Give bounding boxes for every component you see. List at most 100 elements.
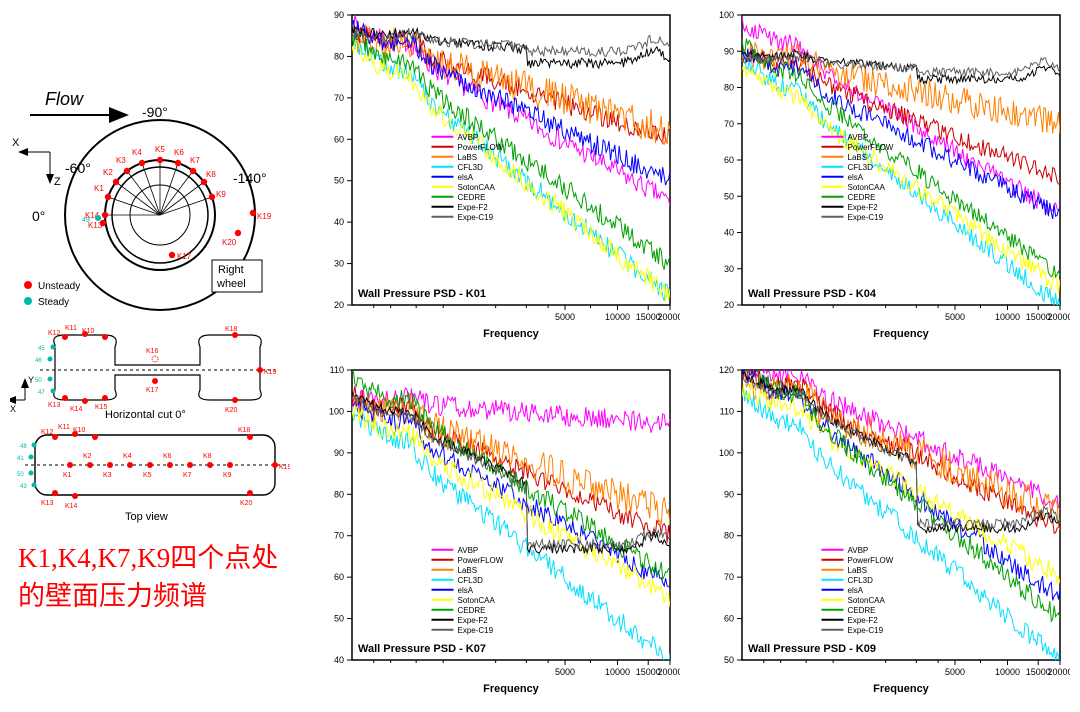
- svg-text:20000: 20000: [1047, 667, 1070, 677]
- svg-text:PowerFLOW: PowerFLOW: [458, 556, 504, 565]
- svg-text:70: 70: [334, 531, 344, 541]
- yx-axes: Y X: [10, 375, 34, 414]
- svg-text:K8: K8: [206, 170, 216, 179]
- svg-text:Frequency: Frequency: [483, 328, 540, 340]
- panel-k04: 20304050607080901005000100001500020000Fr…: [700, 5, 1070, 345]
- svg-text:K3: K3: [116, 156, 126, 165]
- svg-text:60: 60: [334, 572, 344, 582]
- chinese-caption: K1,K4,K7,K9四个点处的壁面压力频谱: [18, 540, 298, 616]
- unsteady-label: Unsteady: [38, 281, 80, 292]
- svg-text:K11: K11: [58, 424, 70, 431]
- svg-text:10000: 10000: [605, 667, 630, 677]
- svg-text:CEDRE: CEDRE: [458, 606, 486, 615]
- svg-text:Wall Pressure PSD - K09: Wall Pressure PSD - K09: [748, 643, 876, 655]
- svg-text:K6: K6: [174, 148, 184, 157]
- svg-text:LaBS: LaBS: [458, 566, 478, 575]
- svg-text:K9: K9: [223, 472, 232, 479]
- svg-text:40: 40: [334, 217, 344, 227]
- svg-text:100: 100: [329, 406, 344, 416]
- hcut-body: K10 K11 K12 K13 K14 K15 K16 K17 K18 K19 …: [35, 325, 277, 414]
- svg-text:60: 60: [724, 614, 734, 624]
- wheel-ring-diagram: Flow X Z: [10, 80, 290, 320]
- svg-text:5000: 5000: [555, 312, 575, 322]
- chart-grid: 20304050607080905000100001500020000Frequ…: [300, 0, 1080, 712]
- svg-text:80: 80: [334, 489, 344, 499]
- top-k-points: K10 K11 K12 K18 K1 K2 K3 K4 K5 K6 K7 K8 …: [41, 424, 290, 510]
- svg-text:Expe-C19: Expe-C19: [458, 213, 494, 222]
- svg-text:43: 43: [20, 484, 27, 490]
- horizontal-cut-label: Horizontal cut 0°: [105, 409, 186, 420]
- svg-text:SotonCAA: SotonCAA: [848, 183, 886, 192]
- svg-text:80: 80: [724, 83, 734, 93]
- svg-text:SotonCAA: SotonCAA: [458, 183, 496, 192]
- svg-text:K13: K13: [48, 402, 61, 409]
- svg-text:5000: 5000: [555, 667, 575, 677]
- svg-text:K19: K19: [257, 212, 272, 221]
- svg-text:AVBP: AVBP: [848, 133, 869, 142]
- svg-text:wheel: wheel: [216, 278, 246, 290]
- svg-text:70: 70: [334, 93, 344, 103]
- svg-text:K11: K11: [65, 325, 77, 332]
- svg-text:K18: K18: [225, 326, 238, 333]
- svg-text:X: X: [10, 404, 16, 414]
- svg-text:K12: K12: [41, 429, 54, 436]
- svg-text:70: 70: [724, 572, 734, 582]
- svg-text:K18: K18: [238, 427, 251, 434]
- svg-text:Frequency: Frequency: [483, 683, 540, 695]
- svg-text:K6: K6: [163, 453, 172, 460]
- svg-text:Frequency: Frequency: [873, 328, 930, 340]
- svg-text:120: 120: [719, 365, 734, 375]
- svg-text:LaBS: LaBS: [848, 153, 868, 162]
- svg-text:CFL3D: CFL3D: [458, 163, 484, 172]
- svg-text:20: 20: [724, 300, 734, 310]
- svg-text:K20: K20: [222, 238, 237, 247]
- svg-text:48: 48: [20, 444, 27, 450]
- svg-text:Z: Z: [54, 176, 61, 188]
- svg-text:CFL3D: CFL3D: [458, 576, 484, 585]
- svg-text:5000: 5000: [945, 312, 965, 322]
- svg-text:41: 41: [17, 456, 24, 462]
- svg-text:AVBP: AVBP: [458, 546, 479, 555]
- angle-0: 0°: [32, 208, 45, 224]
- svg-text:K17: K17: [146, 387, 159, 394]
- point-legend: Unsteady Steady: [24, 281, 80, 308]
- svg-text:K7: K7: [190, 156, 200, 165]
- steady-point-49: [95, 215, 101, 221]
- svg-text:Expe-F2: Expe-F2: [458, 616, 489, 625]
- panel-k07: 4050607080901001105000100001500020000Fre…: [310, 360, 680, 700]
- panel-k09: 50607080901001101205000100001500020000Fr…: [700, 360, 1070, 700]
- diagram-column: Flow X Z: [0, 0, 300, 712]
- svg-text:elsA: elsA: [848, 586, 864, 595]
- svg-text:10000: 10000: [995, 667, 1020, 677]
- svg-text:Wall Pressure PSD - K04: Wall Pressure PSD - K04: [748, 288, 877, 300]
- svg-text:10000: 10000: [995, 312, 1020, 322]
- top-view-label: Top view: [125, 511, 168, 523]
- svg-text:50: 50: [17, 472, 24, 478]
- svg-text:Y: Y: [28, 375, 34, 385]
- wheel-rings: -60° -90° -140° 0° K13 K14 K1 K2 K3 K4 K…: [32, 104, 272, 310]
- top-view-diagram: K10 K11 K12 K18 K1 K2 K3 K4 K5 K6 K7 K8 …: [10, 420, 290, 530]
- svg-text:10000: 10000: [605, 312, 630, 322]
- svg-text:K20: K20: [225, 407, 238, 414]
- svg-text:K4: K4: [132, 148, 142, 157]
- svg-text:X: X: [12, 137, 20, 149]
- svg-text:CEDRE: CEDRE: [848, 606, 876, 615]
- svg-text:K13: K13: [41, 500, 54, 507]
- svg-text:Expe-C19: Expe-C19: [848, 626, 884, 635]
- svg-text:50: 50: [724, 191, 734, 201]
- page: Flow X Z: [0, 0, 1080, 712]
- svg-text:49: 49: [82, 217, 90, 224]
- svg-text:30: 30: [334, 259, 344, 269]
- svg-text:50: 50: [724, 655, 734, 665]
- svg-text:K7: K7: [183, 472, 192, 479]
- svg-text:PowerFLOW: PowerFLOW: [848, 556, 894, 565]
- svg-text:CEDRE: CEDRE: [848, 193, 876, 202]
- svg-text:90: 90: [334, 10, 344, 20]
- svg-text:50: 50: [334, 176, 344, 186]
- horizontal-cut-diagram: K10 K11 K12 K13 K14 K15 K16 K17 K18 K19 …: [10, 320, 290, 420]
- svg-text:20000: 20000: [1047, 312, 1070, 322]
- svg-text:30: 30: [724, 264, 734, 274]
- svg-text:45: 45: [38, 346, 45, 352]
- svg-text:K17: K17: [177, 252, 192, 261]
- svg-text:60: 60: [334, 134, 344, 144]
